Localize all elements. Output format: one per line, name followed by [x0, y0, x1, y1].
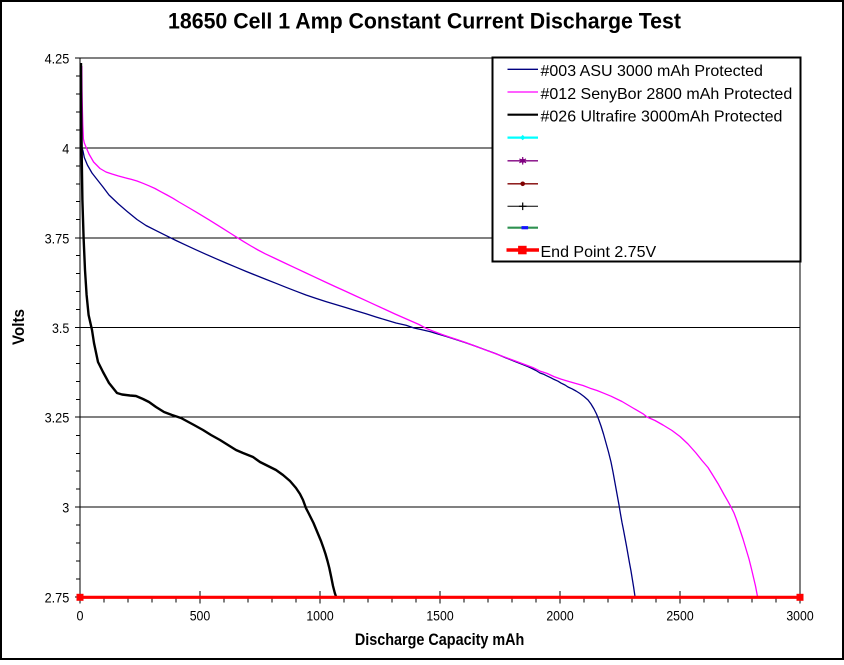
svg-text:18650 Cell 1 Amp Constant Curr: 18650 Cell 1 Amp Constant Current Discha… [168, 9, 682, 34]
svg-text:2.75: 2.75 [45, 591, 70, 607]
svg-text:3.5: 3.5 [52, 321, 69, 337]
svg-text:0: 0 [77, 608, 84, 624]
svg-text:2500: 2500 [666, 608, 693, 624]
svg-text:#026 Ultrafire 3000mAh Protect: #026 Ultrafire 3000mAh Protected [541, 109, 783, 126]
svg-text:#003 ASU 3000 mAh Protected: #003 ASU 3000 mAh Protected [541, 63, 763, 80]
svg-text:1500: 1500 [426, 608, 453, 624]
svg-text:Volts: Volts [10, 309, 28, 345]
svg-text:1000: 1000 [306, 608, 333, 624]
svg-text:Discharge Capacity mAh: Discharge Capacity mAh [355, 631, 525, 649]
svg-text:3: 3 [62, 501, 69, 517]
svg-text:3.25: 3.25 [45, 411, 70, 427]
svg-text:4: 4 [62, 142, 69, 158]
svg-text:3000: 3000 [786, 608, 813, 624]
svg-text:End Point 2.75V: End Point 2.75V [541, 244, 657, 261]
svg-text:3.75: 3.75 [45, 232, 70, 248]
svg-text:#012 SenyBor 2800 mAh Protecte: #012 SenyBor 2800 mAh Protected [541, 86, 793, 103]
svg-text:500: 500 [190, 608, 211, 624]
svg-text:2000: 2000 [546, 608, 573, 624]
svg-text:4.25: 4.25 [45, 52, 70, 68]
